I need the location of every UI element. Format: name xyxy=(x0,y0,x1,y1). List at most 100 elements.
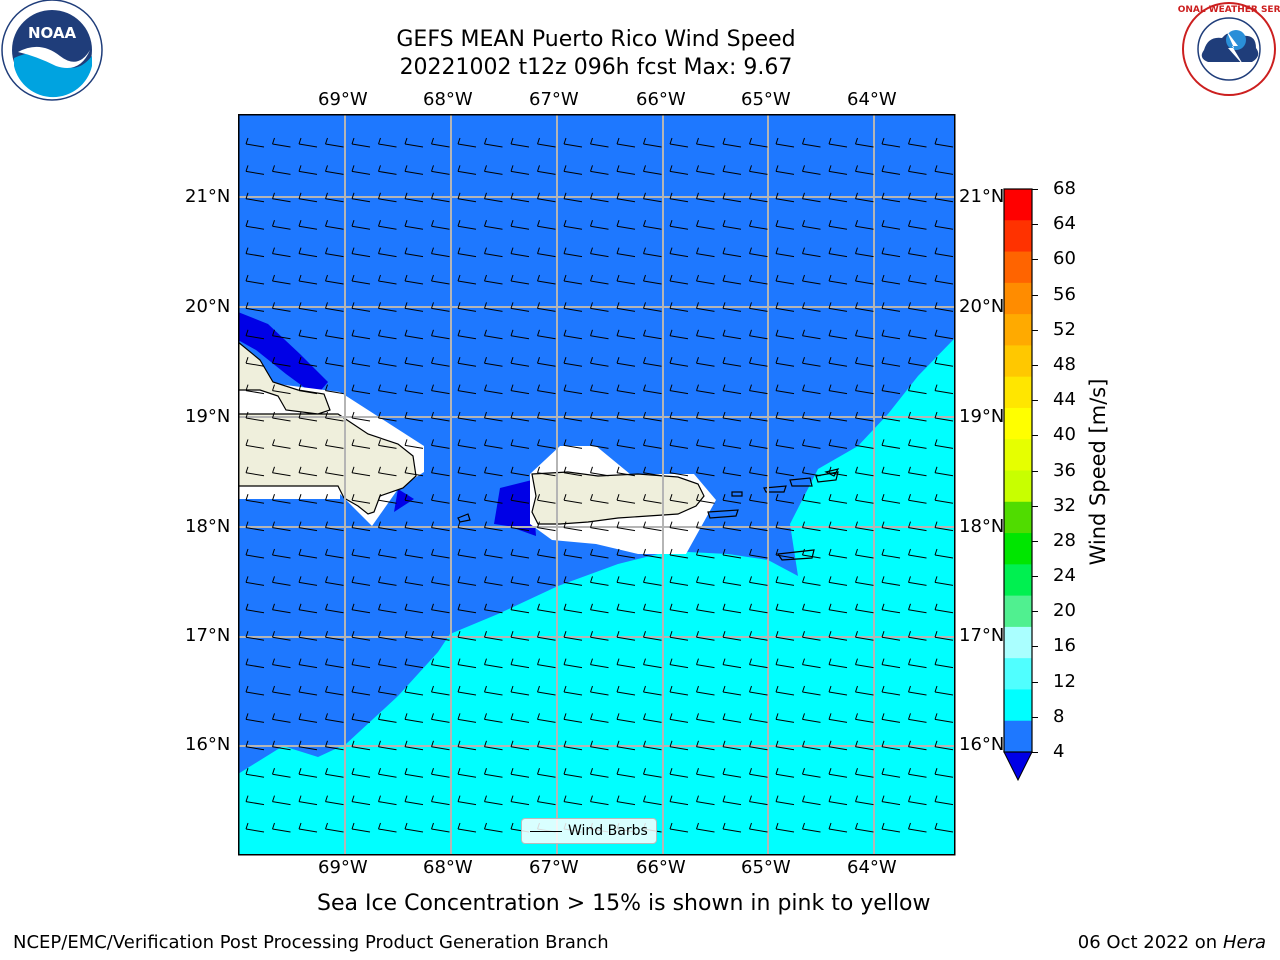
wind-barb xyxy=(643,494,662,504)
wind-barb xyxy=(431,603,450,614)
wind-barb xyxy=(643,576,662,586)
wind-barb xyxy=(484,822,503,833)
wind-barb xyxy=(722,603,742,614)
wind-barb xyxy=(722,165,742,175)
wind-barb xyxy=(696,466,715,477)
wind-barb xyxy=(934,357,954,367)
wind-barb xyxy=(378,713,397,723)
wind-barb xyxy=(484,137,503,148)
wind-barb xyxy=(643,768,662,778)
wind-barb xyxy=(245,658,265,669)
wind-barb xyxy=(484,658,503,669)
wind-barb xyxy=(590,603,609,614)
wind-barb xyxy=(484,576,503,586)
wind-barb xyxy=(669,740,689,751)
colorbar-tick-mark xyxy=(1032,576,1038,578)
wind-barb xyxy=(325,384,344,395)
wind-barb xyxy=(484,192,503,203)
wind-barb xyxy=(669,685,689,696)
wind-barb xyxy=(272,384,291,395)
wind-barb xyxy=(378,548,397,559)
colorbar-tick-label: 56 xyxy=(1053,283,1076,305)
wind-barb xyxy=(881,603,901,614)
wind-barb xyxy=(934,521,954,532)
lat-label-right: 21°N xyxy=(959,186,1005,207)
wind-barb xyxy=(828,302,848,312)
lat-label-right: 19°N xyxy=(959,406,1005,427)
wind-barb xyxy=(934,439,954,449)
wind-barb xyxy=(457,165,477,175)
wind-barb xyxy=(404,384,424,395)
wind-barb xyxy=(563,768,583,778)
wind-barb xyxy=(431,658,450,669)
wind-barb xyxy=(272,411,291,422)
wind-barb xyxy=(828,685,848,696)
wind-barb xyxy=(775,302,795,312)
wind-barb xyxy=(934,740,954,751)
wind-barb xyxy=(563,329,583,340)
wind-barb xyxy=(908,411,927,422)
wind-barb xyxy=(669,603,689,614)
wind-barb xyxy=(457,768,477,778)
wind-barb xyxy=(669,494,689,504)
lon-label-bottom: 68°W xyxy=(423,857,473,878)
wind-barb xyxy=(749,795,768,806)
wind-barb xyxy=(855,329,874,340)
wind-band-0-4-bay xyxy=(394,489,414,512)
wind-barb xyxy=(855,768,874,778)
wind-barb xyxy=(563,384,583,395)
wind-barb xyxy=(298,384,318,395)
wind-barb xyxy=(351,466,371,477)
wind-barb xyxy=(404,576,424,586)
wind-barb xyxy=(643,548,662,559)
wind-barb xyxy=(537,302,556,312)
wind-barb xyxy=(616,411,636,422)
wind-barb xyxy=(378,357,397,367)
wind-barb xyxy=(828,576,848,586)
wind-barb xyxy=(722,384,742,395)
wind-barb xyxy=(510,576,530,586)
wind-barb xyxy=(722,685,742,696)
wind-barb xyxy=(616,466,636,477)
wind-barb xyxy=(351,494,371,504)
wind-barb xyxy=(563,795,583,806)
wind-barb xyxy=(298,822,318,833)
wind-barb xyxy=(537,603,556,614)
wind-barb xyxy=(855,795,874,806)
wind-barb xyxy=(590,658,609,669)
wind-barb xyxy=(325,411,344,422)
wind-barb xyxy=(351,411,371,422)
wind-barb xyxy=(431,137,450,148)
wind-barb xyxy=(245,411,265,422)
wind-barb xyxy=(378,603,397,614)
colorbar-tick-mark xyxy=(1032,435,1038,437)
wind-barb xyxy=(828,822,848,833)
wind-barb xyxy=(749,631,768,641)
wind-barb xyxy=(749,576,768,586)
wind-barb xyxy=(722,329,742,340)
wind-barb xyxy=(881,685,901,696)
wind-barb xyxy=(908,658,927,669)
wind-barb xyxy=(855,192,874,203)
wind-barb xyxy=(325,494,344,504)
wind-barb xyxy=(643,411,662,422)
wind-barb xyxy=(696,192,715,203)
wind-barb xyxy=(272,329,291,340)
wind-barb xyxy=(590,631,609,641)
wind-barb xyxy=(510,713,530,723)
wind-barb xyxy=(537,274,556,285)
wind-barb xyxy=(616,795,636,806)
wind-barb xyxy=(378,220,397,230)
wind-barb xyxy=(404,411,424,422)
wind-barb xyxy=(351,220,371,230)
wind-barb xyxy=(378,439,397,449)
wind-barb xyxy=(590,795,609,806)
wind-barb xyxy=(696,713,715,723)
wind-barb xyxy=(749,384,768,395)
wind-barb xyxy=(749,302,768,312)
wind-barb xyxy=(510,220,530,230)
wind-barb xyxy=(616,274,636,285)
wind-barb xyxy=(563,494,583,504)
wind-barb xyxy=(563,220,583,230)
lon-label-bottom: 69°W xyxy=(318,857,368,878)
